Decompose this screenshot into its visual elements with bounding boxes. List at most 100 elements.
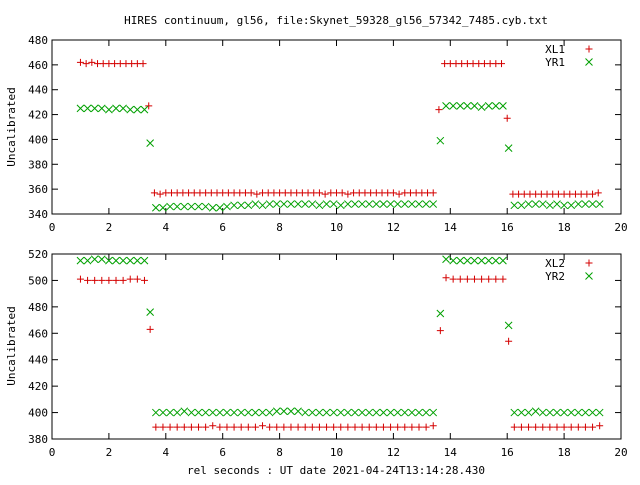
yr1-point [159,203,167,212]
xl2-point [492,275,500,283]
xl2-point [202,423,210,431]
yr2-point [287,407,295,416]
yr1-point [272,200,281,208]
yr1-point [553,200,561,208]
yr1-point [208,203,217,212]
yr1-point [336,201,345,210]
lower-x-tick-label: 18 [557,446,570,459]
lower-x-tick-label: 10 [330,446,343,459]
yr2-point [301,408,310,417]
yr2-point [470,256,479,265]
lower-y-tick-label: 520 [28,248,48,261]
legend-label-xl2: XL2 [545,257,565,270]
yr1-point [351,200,359,208]
yr1-point [230,201,238,210]
xl2-point [344,423,352,431]
xl1-point [594,189,602,197]
yr2-point [567,408,576,417]
xl1-point [389,189,397,197]
yr1-point [315,201,324,210]
upper-x-tick-label: 18 [557,221,570,234]
xl2-point [532,423,540,431]
yr2-point [180,407,189,416]
xl2-point [230,423,238,431]
xl2-point [365,423,373,431]
xl1-point [589,190,597,198]
yr2-point [386,408,395,417]
yr1-point [560,201,568,210]
yr1-point [470,102,479,110]
yr1-point [442,102,450,110]
xl2-point [195,423,203,431]
xl1-point [321,190,329,198]
yr2-point [187,408,196,417]
yr1-point [119,104,127,113]
xl2-point [187,423,195,431]
yr2-point [400,408,409,417]
yr2-point [237,408,246,417]
upper-y-tick-label: 380 [28,158,48,171]
yr2-point [265,408,274,417]
xl2-point [76,275,84,283]
yr1-point [386,200,395,208]
xl1-point [253,190,261,198]
xl2-point [216,423,224,431]
legend-label-xl1: XL1 [545,43,565,56]
xl2-point [315,423,323,431]
legend-marker-yr1 [585,58,593,66]
xl2-point [180,423,188,431]
xl1-point [338,189,346,197]
xl2-point [429,422,437,430]
yr2-point [159,408,167,417]
yr2-point [553,408,561,417]
upper-y-tick-label: 340 [28,208,48,221]
lower-y-tick-label: 400 [28,407,48,420]
yr2-point [329,408,338,417]
yr1-point [581,200,590,208]
xl2-point [442,274,450,282]
xl2-point [287,423,295,431]
yr1-point [510,201,519,210]
yr2-point [119,256,127,265]
yr2-point [484,256,493,265]
legend-label-yr1: YR1 [545,56,565,69]
xl2-point [223,423,231,431]
yr1-point [574,200,583,208]
xl2-point [539,423,547,431]
yr1-point [546,201,554,210]
yr1-point [449,102,457,110]
yr2-point [97,255,106,264]
yr1-point [415,200,423,208]
xl2-point [456,275,464,283]
upper-x-tick-label: 10 [330,221,343,234]
yr2-point [140,256,149,265]
xl2-point [330,423,338,431]
lower-y-tick-label: 480 [28,301,48,314]
yr1-point [258,201,267,210]
xl2-point [581,423,589,431]
upper-x-tick-label: 12 [387,221,400,234]
yr1-point [90,104,99,113]
xl2-point [159,423,167,431]
xl2-point [251,423,259,431]
xl2-point [112,276,120,284]
xl1-point [344,190,352,198]
yr2-point [216,408,224,417]
yr1-point [76,104,85,113]
yr2-point [336,408,345,417]
yr2-point [379,408,388,417]
yr1-point [422,200,430,208]
xl2-point [280,423,288,431]
xl2-point [436,327,444,335]
yr2-point [499,256,507,265]
lower-x-tick-label: 4 [162,446,169,459]
yr1-point [365,200,374,208]
yr2-point [456,256,465,265]
xl2-point [166,423,174,431]
xl1-point [82,60,90,68]
xl2-point [351,423,359,431]
yr2-point [258,408,267,417]
yr2-point [365,408,374,417]
lower-y-tick-label: 440 [28,354,48,367]
upper-y-tick-label: 480 [28,34,48,47]
